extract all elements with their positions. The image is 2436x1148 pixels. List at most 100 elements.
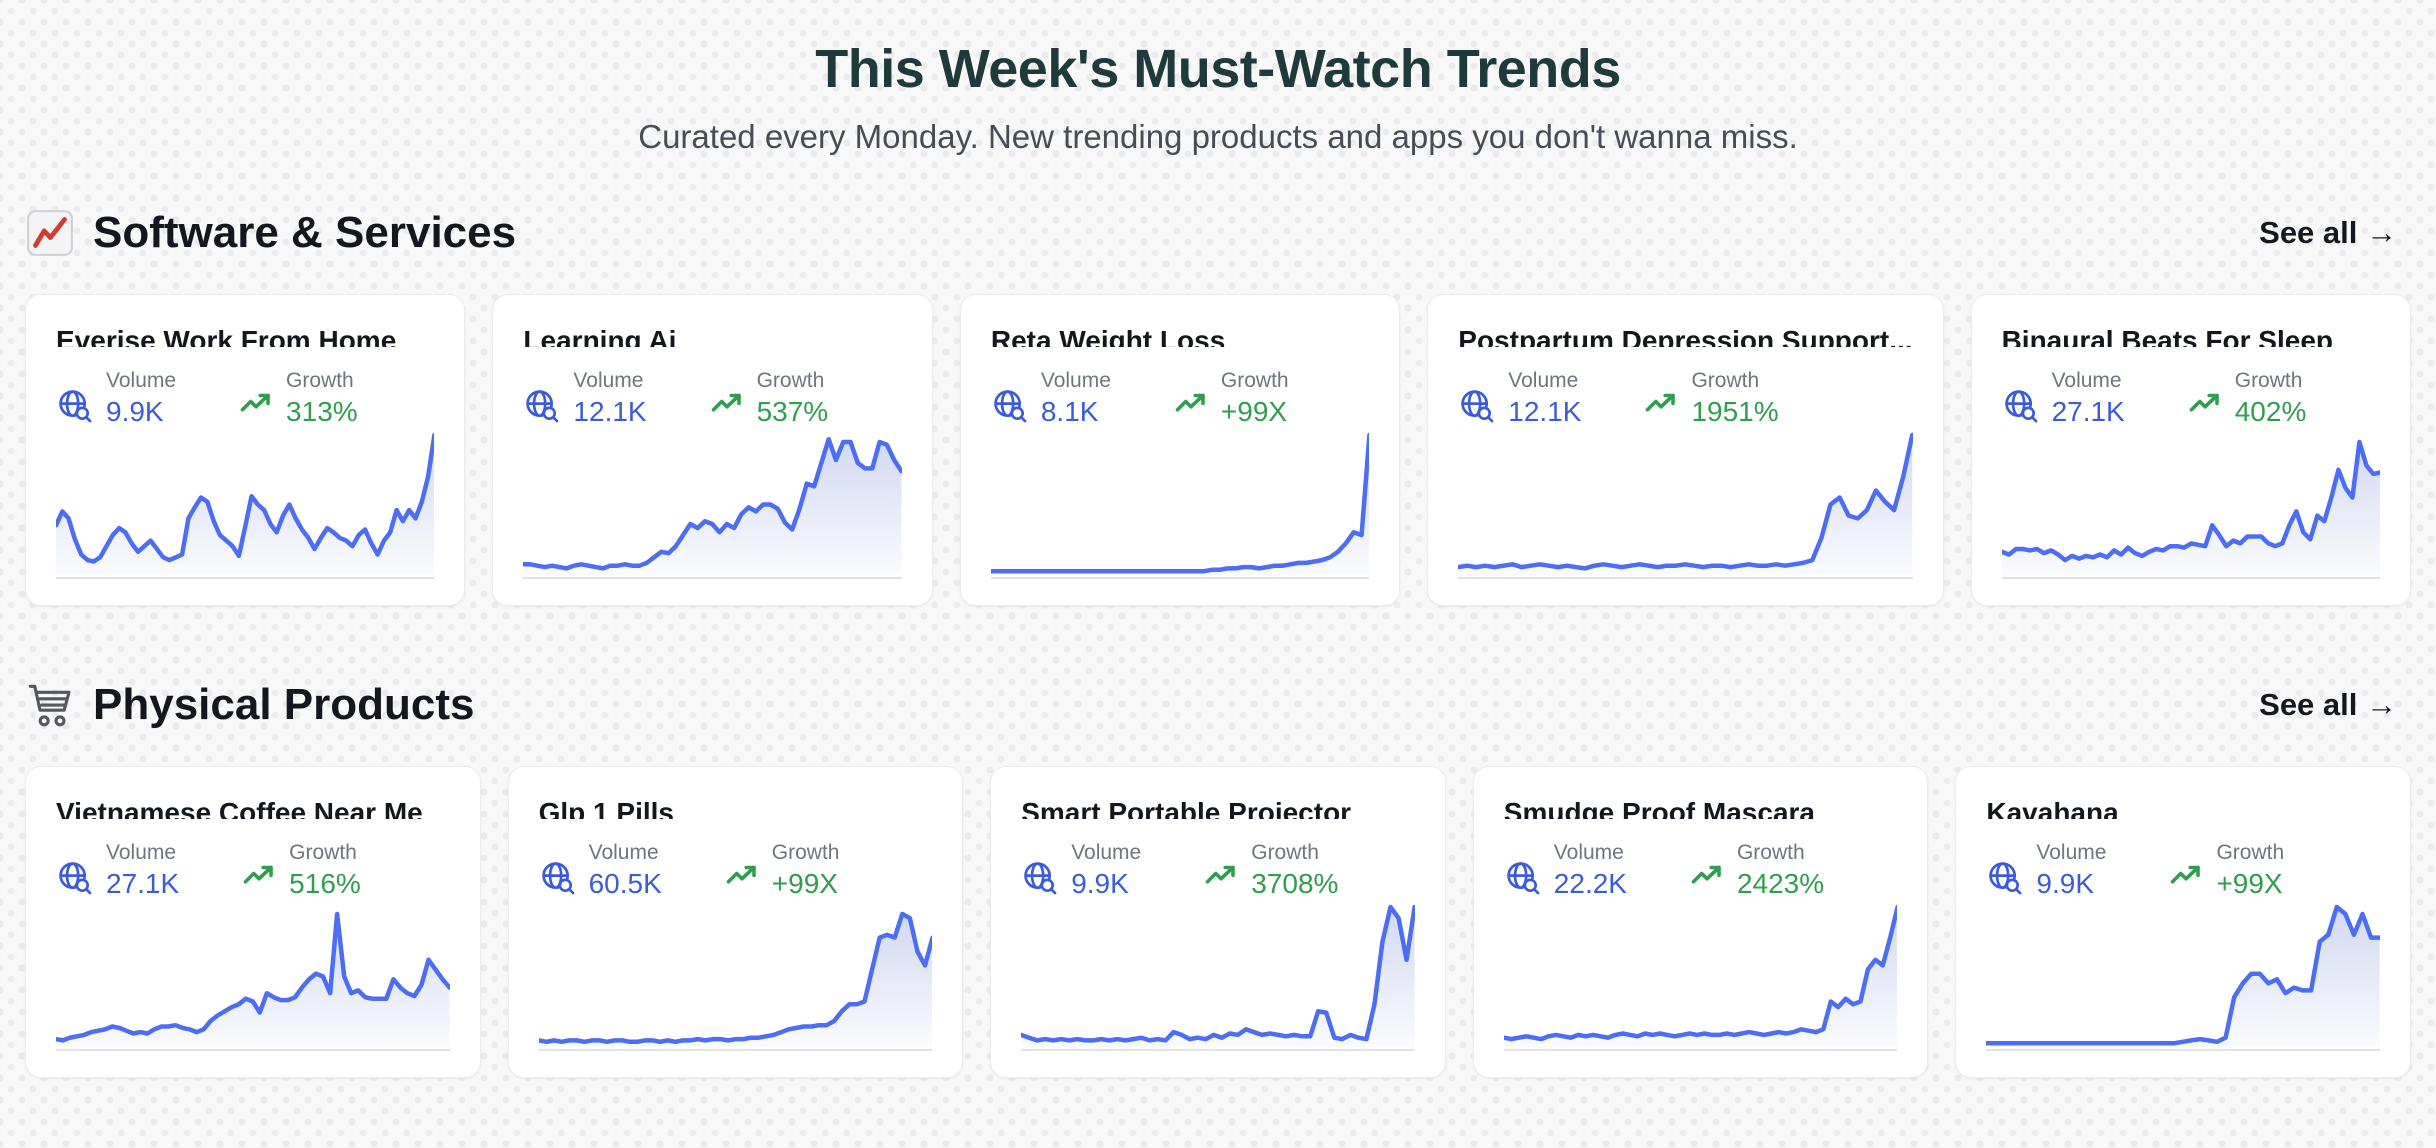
stats-row: Volume 9.9K Growth +99X	[1986, 841, 2380, 899]
globe-search-icon	[1504, 859, 1542, 899]
stats-row: Volume 22.2K Growth 2423%	[1504, 841, 1898, 899]
growth-value: 1951%	[1691, 395, 1779, 427]
sparkline-chart	[523, 427, 902, 579]
growth-text: Growth +99X	[2216, 841, 2284, 899]
trend-card[interactable]: Smudge Proof Mascara Volume 22.2K	[1472, 766, 1929, 1078]
volume-value: 60.5K	[588, 867, 662, 899]
trend-card[interactable]: Reta Weight Loss Volume 8.1K	[959, 294, 1401, 606]
growth-stat: Growth +99X	[1173, 369, 1289, 427]
trend-title: Binaural Beats For Sleep	[2001, 325, 2333, 348]
volume-text: Volume 9.9K	[2036, 841, 2106, 899]
sparkline-chart	[1986, 899, 2380, 1051]
trend-card[interactable]: Everise Work From Home Volume 9.9K	[25, 294, 466, 606]
growth-text: Growth 537%	[757, 369, 829, 427]
stats-row: Volume 27.1K Growth 516%	[56, 841, 450, 899]
volume-value: 12.1K	[573, 395, 647, 427]
growth-label: Growth	[2234, 369, 2303, 393]
section-header: Physical Products See all →	[25, 680, 2411, 730]
volume-value: 27.1K	[106, 867, 180, 899]
section-title-text: Physical Products	[93, 680, 475, 729]
volume-stat: Volume 12.1K	[523, 369, 647, 427]
volume-label: Volume	[2036, 841, 2107, 865]
volume-stat: Volume 12.1K	[1458, 369, 1581, 427]
trend-card[interactable]: Vietnamese Coffee Near Me Volume 27.1K	[25, 766, 481, 1078]
volume-value: 9.9K	[2036, 867, 2094, 899]
sparkline-chart	[990, 427, 1370, 579]
growth-label: Growth	[1251, 841, 1319, 865]
trending-up-icon	[1173, 385, 1209, 427]
trending-up-icon	[1203, 857, 1239, 899]
trend-card[interactable]: Smart Portable Projector Volume 9.9K	[990, 766, 1446, 1078]
sparkline-svg	[1021, 899, 1415, 1047]
sparkline-chart	[56, 427, 435, 579]
volume-stat: Volume 9.9K	[1021, 841, 1141, 899]
trend-title: Reta Weight Loss	[990, 325, 1226, 348]
page-title: This Week's Must-Watch Trends	[815, 39, 1621, 99]
stats-row: Volume 12.1K Growth 1951%	[1458, 369, 1912, 427]
globe-search-icon	[539, 859, 577, 899]
sparkline-svg	[538, 899, 933, 1047]
volume-label: Volume	[106, 369, 177, 393]
growth-value: 3708%	[1251, 867, 1339, 899]
page-subtitle: Curated every Monday. New trending produ…	[638, 118, 1798, 155]
globe-search-icon	[991, 387, 1029, 427]
trend-title: Glp 1 Pills	[538, 797, 674, 820]
growth-value: 2423%	[1736, 867, 1825, 899]
growth-label: Growth	[286, 369, 354, 393]
see-all-link[interactable]: See all →	[2259, 687, 2397, 722]
growth-text: Growth 402%	[2235, 369, 2307, 427]
growth-value: 537%	[756, 395, 829, 427]
card-grid: Everise Work From Home Volume 9.9K	[25, 294, 2411, 606]
trend-title: Kavahana	[1986, 797, 2119, 820]
trend-title: Everise Work From Home	[56, 325, 397, 348]
growth-stat: Growth 516%	[241, 841, 361, 899]
trending-up-icon	[238, 385, 274, 427]
sparkline-svg	[1986, 899, 2380, 1047]
trend-card[interactable]: Postpartum Depression Support... Volume …	[1427, 294, 1944, 606]
growth-stat: Growth 537%	[709, 369, 829, 427]
growth-label: Growth	[771, 841, 840, 865]
trend-title: Learning Ai	[523, 325, 677, 348]
volume-value: 27.1K	[2051, 395, 2125, 427]
growth-label: Growth	[756, 369, 825, 393]
volume-value: 12.1K	[1508, 395, 1582, 427]
volume-text: Volume 12.1K	[573, 369, 646, 427]
trending-up-icon	[724, 857, 760, 899]
volume-text: Volume 12.1K	[1508, 369, 1581, 427]
volume-text: Volume 27.1K	[2052, 369, 2125, 427]
trend-title: Postpartum Depression Support...	[1458, 325, 1913, 348]
growth-stat: Growth +99X	[2168, 841, 2284, 899]
stats-row: Volume 8.1K Growth +99X	[991, 369, 1369, 427]
sparkline-svg	[56, 427, 435, 575]
volume-stat: Volume 9.9K	[56, 369, 176, 427]
globe-search-icon	[523, 387, 561, 427]
trend-card[interactable]: Learning Ai Volume 12.1K	[492, 294, 933, 606]
sparkline-svg	[990, 427, 1370, 575]
trend-card[interactable]: Glp 1 Pills Volume 60.5K	[507, 766, 964, 1078]
volume-text: Volume 8.1K	[1041, 369, 1111, 427]
stats-row: Volume 60.5K Growth +99X	[539, 841, 933, 899]
volume-text: Volume 60.5K	[589, 841, 662, 899]
section-title: Software & Services	[25, 208, 516, 258]
volume-label: Volume	[1040, 369, 1111, 393]
volume-value: 9.9K	[106, 395, 164, 427]
sparkline-svg	[2001, 427, 2380, 575]
growth-value: +99X	[1220, 395, 1288, 427]
volume-text: Volume 22.2K	[1554, 841, 1627, 899]
trend-card[interactable]: Binaural Beats For Sleep Volume 27.1K	[1970, 294, 2411, 606]
trend-card[interactable]: Kavahana Volume 9.9K	[1955, 766, 2411, 1078]
section-title-text: Software & Services	[93, 208, 517, 257]
growth-stat: Growth +99X	[724, 841, 840, 899]
growth-text: Growth 3708%	[1251, 841, 1338, 899]
globe-search-icon	[2002, 387, 2040, 427]
volume-label: Volume	[1553, 841, 1624, 865]
section-header: Software & Services See all →	[25, 208, 2411, 258]
volume-label: Volume	[588, 841, 659, 865]
trending-up-icon	[709, 385, 745, 427]
growth-value: 402%	[2234, 395, 2307, 427]
sparkline-svg	[523, 427, 902, 575]
growth-text: Growth 516%	[289, 841, 361, 899]
growth-stat: Growth 402%	[2187, 369, 2307, 427]
see-all-link[interactable]: See all →	[2259, 215, 2397, 250]
globe-search-icon	[1986, 859, 2024, 899]
